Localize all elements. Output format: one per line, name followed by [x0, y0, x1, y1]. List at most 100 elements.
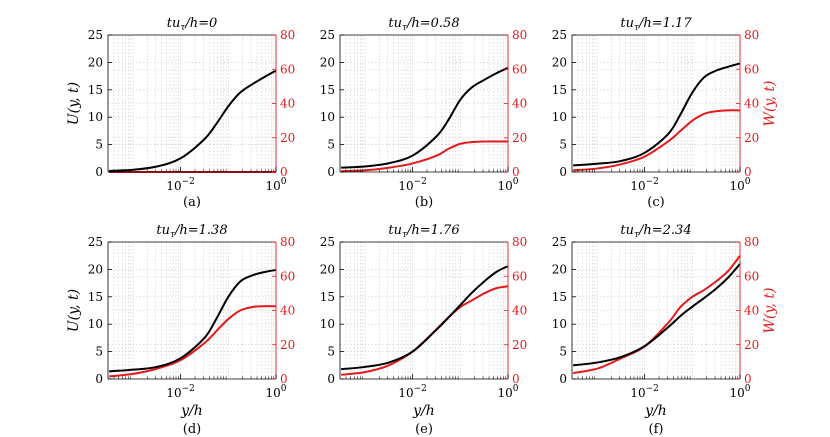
- panel-c: 0 5 10 15 20 25 0 20 40 60 80 10−2 100 tuτ/h=1.17 (c) W…: [552, 16, 778, 210]
- series-u-line: [341, 66, 509, 169]
- tick-label-left: 0: [95, 165, 103, 179]
- tick-label-left: 10: [88, 317, 103, 331]
- grid: [572, 242, 740, 379]
- tick-label-right: 0: [280, 372, 288, 386]
- x-axis-label: y/h: [644, 403, 667, 419]
- y-axis-label-right: W(y, t): [762, 81, 778, 127]
- tick-label-left: 0: [559, 372, 567, 386]
- panel-f: 0 5 10 15 20 25 0 20 40 60 80 10−2 100 tuτ/h=2.34 y/h (…: [552, 223, 778, 437]
- panel-caption: (d): [183, 422, 201, 437]
- panel-caption: (e): [415, 422, 433, 437]
- tick-label-left: 25: [320, 28, 335, 42]
- tick-label-right: 40: [280, 97, 295, 111]
- tick-label-right: 60: [280, 62, 295, 76]
- tick-label-left: 10: [552, 317, 567, 331]
- tick-label-right: 40: [512, 304, 527, 318]
- panel-title: tuτ/h=0.58: [388, 16, 459, 33]
- panel-caption: (c): [647, 195, 664, 210]
- tick-label-right: 20: [512, 338, 527, 352]
- panel-caption: (f): [649, 422, 664, 437]
- tick-label-right: 80: [280, 235, 295, 249]
- tick-label-left: 20: [552, 262, 567, 276]
- tick-label-right: 60: [280, 269, 295, 283]
- tick-label-right: 0: [512, 165, 520, 179]
- panel-e: 0 5 10 15 20 25 0 20 40 60 80 10−2 100 tuτ/h=1.76 y/h (…: [320, 223, 528, 437]
- panel-title: tuτ/h=1.38: [156, 223, 227, 240]
- tick-label-left: 25: [88, 28, 103, 42]
- tick-label-left: 5: [559, 138, 567, 152]
- panel-d: 0 5 10 15 20 25 0 20 40 60 80 10−2 100 tuτ/h=1.38 y/h (…: [66, 223, 295, 437]
- tick-label-right: 60: [744, 62, 759, 76]
- x-axis-label: y/h: [180, 403, 203, 419]
- tick-label-right: 60: [744, 269, 759, 283]
- panel-b: 0 5 10 15 20 25 0 20 40 60 80 10−2 100 tuτ/h=0.58 (b): [320, 16, 528, 210]
- panel-title: tuτ/h=2.34: [620, 223, 691, 240]
- tick-label-x: 10−2: [166, 177, 195, 193]
- tick-label-x: 100: [497, 384, 518, 400]
- tick-label-left: 15: [88, 290, 103, 304]
- tick-label-x: 10−2: [398, 384, 427, 400]
- tick-label-right: 80: [512, 28, 527, 42]
- tick-label-right: 40: [280, 304, 295, 318]
- tick-label-left: 20: [88, 55, 103, 69]
- panel-caption: (b): [415, 195, 433, 210]
- tick-label-right: 20: [512, 131, 527, 145]
- tick-label-right: 60: [512, 269, 527, 283]
- tick-label-right: 80: [280, 28, 295, 42]
- grid: [108, 35, 276, 172]
- tick-label-left: 20: [88, 262, 103, 276]
- tick-label-x: 100: [729, 384, 750, 400]
- y-axis-label-left: U(y, t): [66, 82, 82, 125]
- tick-label-left: 0: [559, 165, 567, 179]
- series-u-line: [573, 62, 741, 167]
- tick-label-right: 0: [744, 372, 752, 386]
- tick-label-right: 40: [744, 97, 759, 111]
- tick-label-left: 10: [320, 317, 335, 331]
- tick-label-right: 0: [280, 165, 288, 179]
- tick-label-left: 5: [95, 345, 103, 359]
- tick-label-left: 15: [552, 83, 567, 97]
- tick-label-left: 0: [327, 165, 335, 179]
- tick-label-left: 20: [320, 262, 335, 276]
- series-u-line: [109, 69, 277, 172]
- tick-label-right: 40: [512, 97, 527, 111]
- panel-title: tuτ/h=1.76: [388, 223, 459, 240]
- tick-label-left: 10: [320, 110, 335, 124]
- y-axis-label-left: U(y, t): [66, 289, 82, 332]
- tick-label-left: 10: [552, 110, 567, 124]
- tick-label-right: 20: [744, 338, 759, 352]
- series-u-line: [340, 265, 509, 371]
- tick-label-right: 80: [744, 28, 759, 42]
- grid: [340, 35, 508, 172]
- tick-label-left: 5: [327, 345, 335, 359]
- series-w-line: [341, 140, 509, 173]
- tick-label-right: 0: [744, 165, 752, 179]
- tick-label-x: 10−2: [166, 384, 195, 400]
- y-axis-label-right: W(y, t): [762, 288, 778, 334]
- tick-label-left: 5: [95, 138, 103, 152]
- grid: [108, 242, 276, 379]
- tick-label-left: 25: [88, 235, 103, 249]
- series-u-line: [572, 263, 741, 367]
- tick-label-left: 15: [320, 290, 335, 304]
- tick-label-left: 25: [552, 28, 567, 42]
- tick-label-x: 10−2: [630, 384, 659, 400]
- series-w-line: [572, 255, 741, 374]
- series-u-line: [109, 268, 277, 373]
- series-w-line: [108, 305, 277, 378]
- tick-label-left: 20: [320, 55, 335, 69]
- grid: [340, 242, 508, 379]
- panel-caption: (a): [183, 195, 201, 210]
- tick-label-left: 15: [320, 83, 335, 97]
- tick-label-x: 100: [265, 177, 286, 193]
- panel-title: tuτ/h=0: [167, 16, 218, 33]
- grid: [572, 35, 740, 172]
- x-axis-label: y/h: [412, 403, 435, 419]
- panel-a: 0 5 10 15 20 25 0 20 40 60 80 10−2 100 tuτ/h=0 (a) U(y,…: [66, 16, 295, 210]
- tick-label-left: 15: [552, 290, 567, 304]
- tick-label-left: 0: [95, 372, 103, 386]
- tick-label-right: 20: [744, 131, 759, 145]
- tick-label-right: 80: [512, 235, 527, 249]
- tick-label-left: 0: [327, 372, 335, 386]
